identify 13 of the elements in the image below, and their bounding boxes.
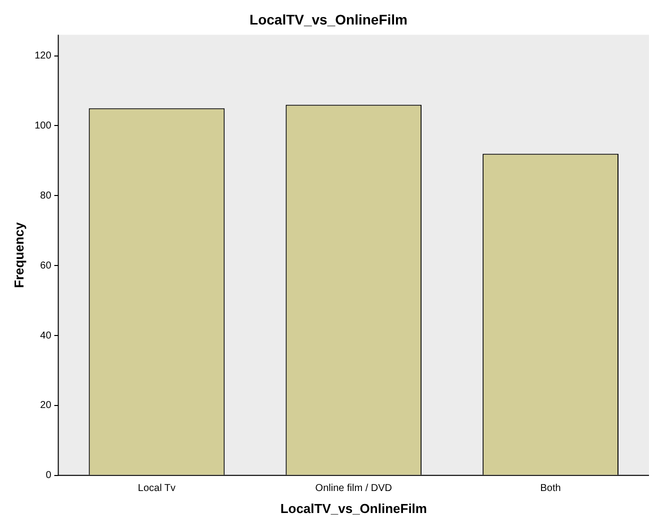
x-tick-label: Online film / DVD — [315, 483, 392, 494]
chart-title: LocalTV_vs_OnlineFilm — [250, 11, 408, 28]
x-axis-title: LocalTV_vs_OnlineFilm — [280, 500, 427, 516]
y-tick-label: 80 — [40, 190, 52, 202]
x-tick-label: Both — [540, 483, 561, 494]
y-tick-label: 0 — [46, 470, 52, 482]
y-tick-label: 100 — [34, 120, 52, 132]
y-tick-label: 120 — [34, 50, 52, 62]
y-tick-label: 60 — [40, 260, 52, 272]
y-axis-title: Frequency — [11, 221, 26, 288]
y-tick-label: 40 — [40, 330, 52, 342]
x-tick-label: Local Tv — [138, 483, 176, 494]
y-tick-label: 20 — [40, 400, 52, 412]
